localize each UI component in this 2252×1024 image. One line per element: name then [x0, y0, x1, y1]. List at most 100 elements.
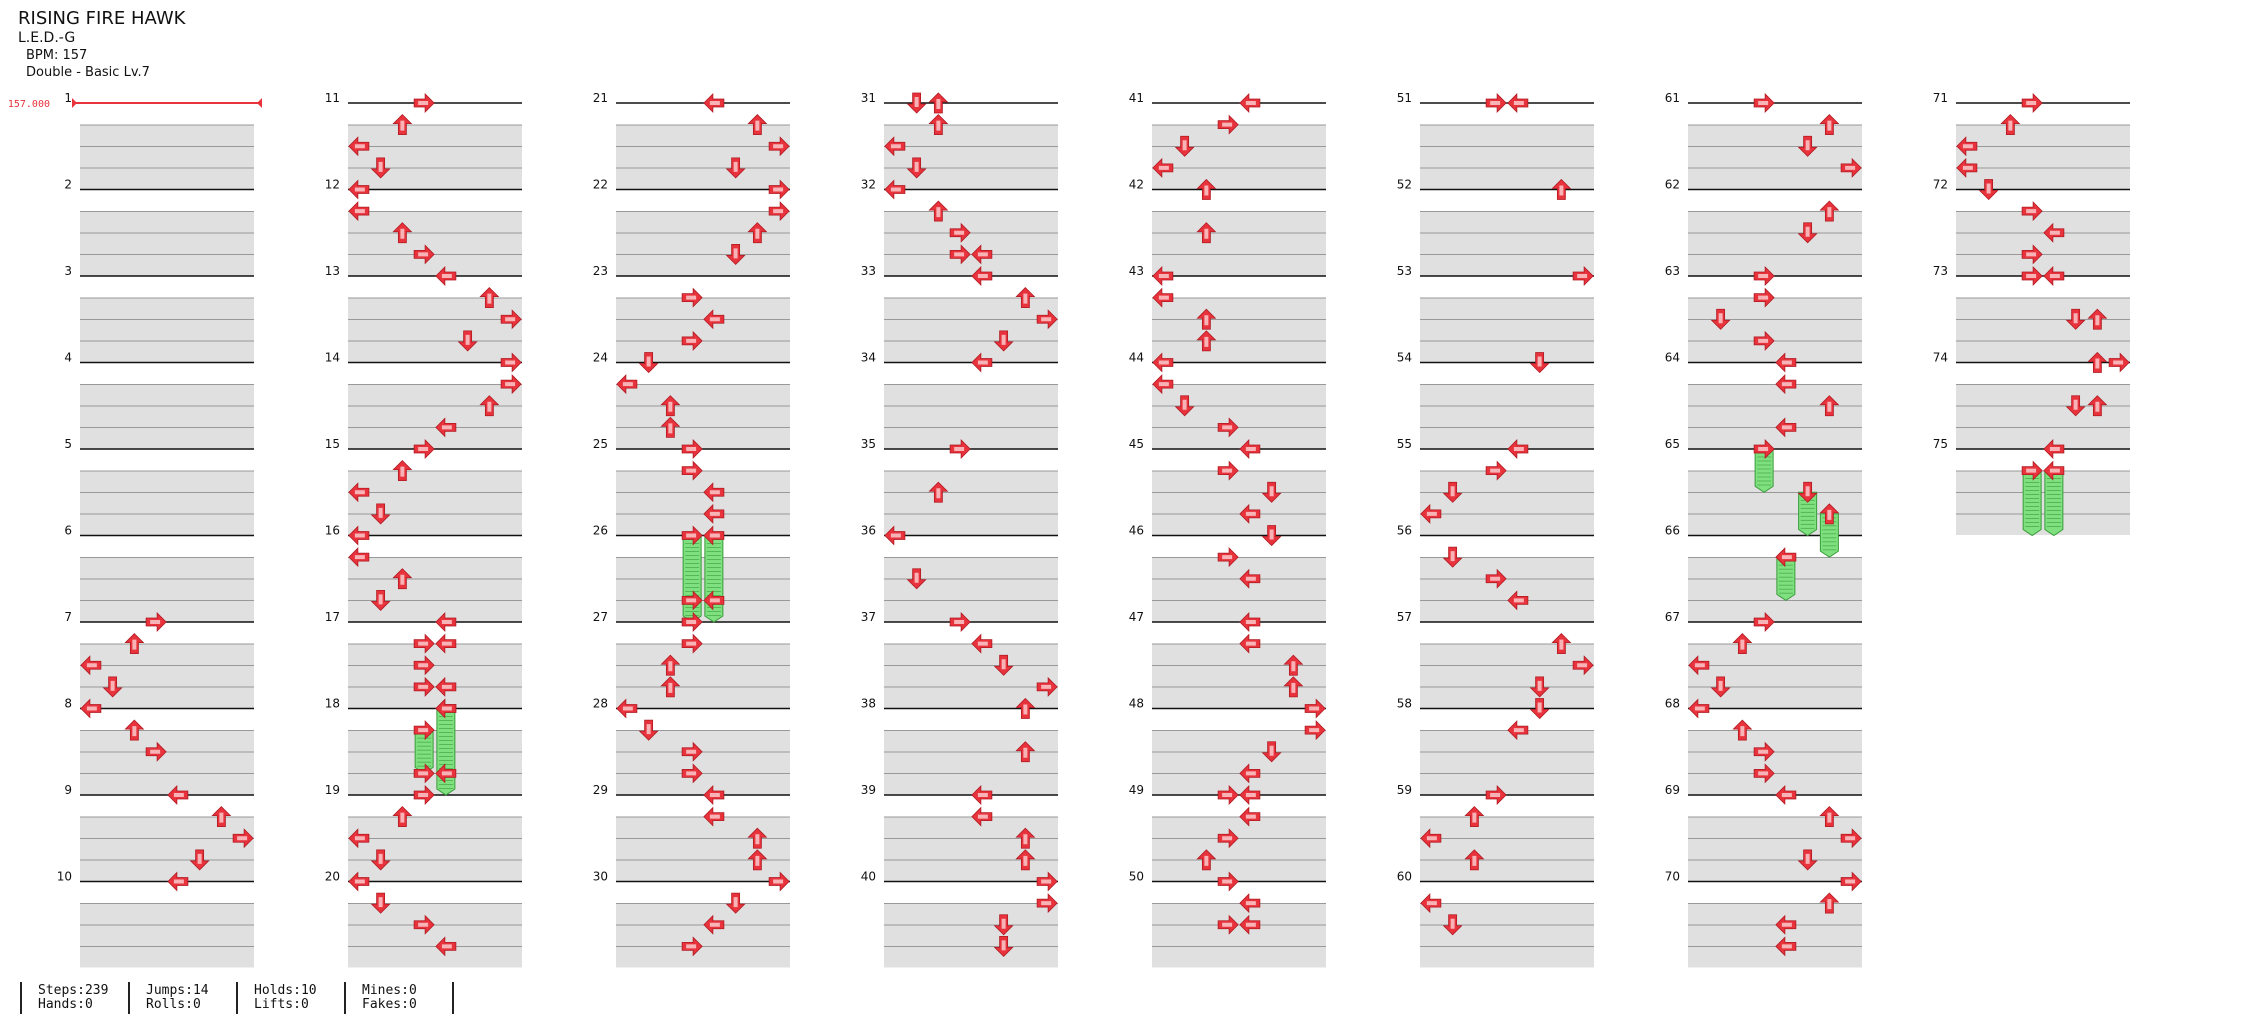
beat-band: [1688, 124, 1862, 146]
up-arrow-note: [1551, 633, 1572, 655]
stats-divider: [236, 982, 238, 1014]
down-arrow-note: [725, 243, 746, 265]
measure-number: 31: [861, 91, 876, 105]
beat-band: [1688, 859, 1862, 881]
beat-band: [884, 643, 1058, 665]
left-arrow-note: [435, 763, 457, 784]
beat-band: [1688, 946, 1862, 968]
left-arrow-note: [2043, 439, 2065, 459]
beat-band: [348, 578, 522, 600]
beat-band: [1688, 600, 1862, 622]
beat-band: [1152, 600, 1326, 622]
beat-band: [884, 405, 1058, 427]
beat-band: [1956, 492, 2130, 514]
beat-band: [1420, 665, 1594, 687]
beat-band: [348, 254, 522, 276]
down-arrow-note: [1174, 395, 1195, 417]
left-arrow-note: [348, 547, 370, 568]
right-arrow-note: [1217, 785, 1239, 805]
left-arrow-note: [703, 590, 725, 611]
up-arrow-note: [211, 806, 232, 828]
down-arrow-note: [189, 849, 210, 871]
stat-value: Holds:10: [254, 983, 317, 998]
measure-number: 12: [325, 178, 340, 192]
measure-number: 45: [1129, 437, 1144, 451]
stat-group: Jumps:14 Rolls:0: [146, 984, 209, 1012]
measure-number: 48: [1129, 697, 1144, 711]
left-arrow-note: [348, 179, 370, 200]
left-arrow-note: [1152, 157, 1174, 178]
right-arrow-note: [1485, 93, 1507, 113]
beat-band: [1152, 146, 1326, 168]
beat-band: [80, 254, 254, 276]
beat-band: [80, 146, 254, 168]
measure-number: 46: [1129, 524, 1144, 538]
right-arrow-note: [232, 828, 254, 849]
up-arrow-note: [1819, 200, 1840, 222]
right-arrow-note: [413, 785, 435, 805]
right-arrow-note: [681, 525, 703, 546]
beat-band: [1956, 340, 2130, 362]
beat-band: [1688, 751, 1862, 773]
beat-band: [1688, 427, 1862, 449]
measure-number: 24: [593, 351, 608, 365]
measure-number: 20: [325, 870, 340, 884]
beat-band: [80, 124, 254, 146]
beat-band: [80, 405, 254, 427]
beat-band: [616, 470, 790, 492]
right-arrow-note: [681, 590, 703, 611]
down-arrow-note: [1710, 308, 1731, 330]
beat-band: [1688, 384, 1862, 406]
beat-band: [884, 903, 1058, 925]
right-arrow-note: [1753, 330, 1775, 351]
measure-number: 22: [593, 178, 608, 192]
beat-band: [1152, 924, 1326, 946]
beat-band: [884, 730, 1058, 752]
beat-band: [1420, 838, 1594, 860]
beat-band: [616, 384, 790, 406]
measure-number: 16: [325, 524, 340, 538]
beat-band: [1152, 838, 1326, 860]
left-arrow-note: [1507, 590, 1529, 611]
hold-body: [2044, 470, 2064, 537]
right-arrow-note: [949, 439, 971, 459]
up-arrow-note: [1551, 178, 1572, 200]
left-arrow-note: [703, 503, 725, 524]
measure-number: 42: [1129, 178, 1144, 192]
down-arrow-note: [457, 330, 478, 352]
left-arrow-note: [1239, 806, 1261, 827]
right-arrow-note: [681, 936, 703, 957]
beat-band: [616, 751, 790, 773]
beat-band: [1420, 254, 1594, 276]
beat-band: [616, 254, 790, 276]
beat-band: [1688, 730, 1862, 752]
beat-band: [616, 686, 790, 708]
beat-band: [80, 730, 254, 752]
left-arrow-note: [1956, 157, 1978, 178]
beat-band: [884, 340, 1058, 362]
beat-band: [1688, 340, 1862, 362]
left-arrow-note: [1775, 417, 1797, 438]
measure-number: 58: [1397, 697, 1412, 711]
left-arrow-note: [1239, 93, 1261, 113]
measure-number: 34: [861, 351, 876, 365]
right-arrow-note: [1217, 547, 1239, 568]
beat-band: [1688, 773, 1862, 795]
down-arrow-note: [906, 92, 927, 114]
up-arrow-note: [392, 222, 413, 244]
left-arrow-note: [1152, 287, 1174, 308]
beat-band: [1956, 167, 2130, 189]
beat-band: [616, 773, 790, 795]
measure-number: 70: [1665, 870, 1680, 884]
up-arrow-note: [1015, 287, 1036, 309]
beat-band: [1152, 513, 1326, 535]
left-arrow-note: [1775, 914, 1797, 935]
measure-number: 47: [1129, 610, 1144, 624]
beat-band: [616, 903, 790, 925]
beat-band: [616, 340, 790, 362]
left-arrow-note: [435, 266, 457, 286]
left-arrow-note: [1420, 503, 1442, 524]
right-arrow-note: [1753, 741, 1775, 762]
left-arrow-note: [884, 136, 906, 157]
left-arrow-note: [971, 633, 993, 654]
